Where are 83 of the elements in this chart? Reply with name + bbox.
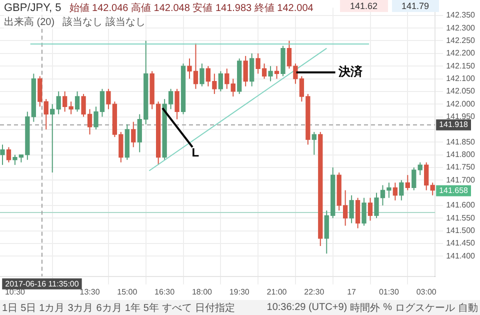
candlestick	[392, 182, 398, 201]
y-tick-label: 141.500	[446, 226, 476, 235]
candlestick	[74, 90, 80, 112]
annotation: L	[192, 145, 200, 160]
text: 時間外	[350, 302, 380, 314]
y-tick-label: 142.050	[446, 86, 476, 96]
candlestick	[249, 52, 254, 87]
text: すべて	[162, 302, 192, 314]
x-tick-label: 21:00	[266, 287, 288, 296]
annotation: 141.79	[392, 0, 440, 12]
y-tick-label: 142.300	[446, 23, 476, 32]
candlestick	[174, 88, 180, 120]
y-tick-label: 141.600	[446, 200, 476, 210]
candlestick	[412, 166, 416, 191]
candlestick	[268, 66, 273, 82]
y-tick-label: 142.350	[446, 10, 476, 20]
text: 1カ月	[39, 302, 65, 314]
y-tick-label: 142.150	[446, 61, 476, 70]
candlestick	[38, 76, 42, 108]
candlestick	[224, 68, 230, 90]
x-tick-label: 19:30	[229, 287, 250, 296]
text: 自動	[458, 302, 478, 314]
annotation: 決済	[337, 64, 364, 79]
x-tick-label: 22:30	[304, 287, 325, 296]
y-tick-label: 141.850	[446, 137, 476, 146]
candlestick	[405, 174, 410, 191]
chart-title: GBP/JPY, 5	[4, 2, 62, 14]
text: 3カ月	[68, 302, 94, 314]
annotation: 該当なし 該当なし	[62, 16, 146, 29]
candlestick	[362, 197, 366, 226]
ref-line-label: 141.918	[439, 120, 469, 130]
candlestick	[418, 162, 422, 176]
candlestick	[131, 121, 136, 148]
x-tick-label: 18:00	[192, 287, 213, 296]
candlestick	[200, 63, 204, 87]
y-tick-label: 141.450	[446, 238, 476, 248]
candlestick	[56, 90, 61, 115]
text: 5日	[20, 302, 36, 314]
x-tick-label: 17	[347, 287, 357, 296]
y-tick-label: 142.100	[446, 74, 476, 83]
text: 日付指定	[194, 302, 235, 314]
candlestick	[230, 78, 236, 97]
candlestick	[355, 197, 360, 229]
candlestick	[218, 70, 223, 92]
y-tick-label: 141.750	[446, 162, 476, 172]
candlestick	[243, 55, 248, 87]
candlestick	[44, 98, 48, 130]
y-tick-label: 142.000	[446, 99, 476, 108]
annotation: 141.62	[340, 0, 388, 12]
x-tick-label: 15:00	[117, 287, 138, 296]
y-tick-label: 141.700	[446, 175, 476, 184]
text: ログスケール	[395, 302, 455, 314]
x-tick-label: 10:30	[4, 287, 26, 296]
y-tick-label: 141.550	[446, 213, 476, 222]
text: %	[383, 302, 392, 313]
candlestick	[368, 197, 373, 222]
x-tick-label: 01:30	[378, 287, 400, 296]
text: 10:36:29 (UTC+9)	[266, 302, 348, 313]
annotation: 141.658	[439, 186, 469, 195]
chart-subtitle: 始値 142.046 高値 142.048 安値 141.983 終値 142.004	[69, 2, 314, 15]
candlestick	[312, 131, 316, 156]
candlestick	[349, 194, 354, 224]
candlestick	[430, 182, 435, 196]
text: 1年	[124, 302, 140, 314]
annotation: 出来高 (20)	[4, 16, 55, 29]
x-tick-label: 16:30	[154, 287, 176, 296]
text: 1日	[2, 302, 18, 314]
y-tick-label: 141.800	[446, 150, 476, 159]
y-tick-label: 141.950	[446, 112, 476, 121]
text: 5年	[143, 302, 159, 314]
candlestick	[0, 144, 5, 166]
y-tick-label: 142.200	[446, 48, 476, 58]
candlestick	[6, 146, 12, 163]
ref-line-label: 2017-06-16 11:35:00	[5, 280, 80, 289]
x-tick-label: 03:00	[416, 287, 437, 296]
candlestick	[50, 104, 55, 174]
candlestick	[399, 180, 404, 201]
candlestick	[424, 162, 429, 191]
y-tick-label: 142.250	[446, 36, 476, 45]
x-tick-label: 13:30	[80, 287, 100, 296]
candlestick	[274, 66, 280, 80]
text: 6カ月	[96, 302, 122, 314]
y-tick-label: 141.400	[446, 251, 476, 260]
